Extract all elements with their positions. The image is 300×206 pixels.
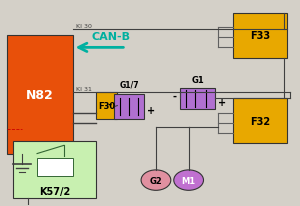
Text: N82: N82 [26,88,54,101]
Text: G2: G2 [150,176,162,185]
FancyBboxPatch shape [97,93,117,119]
Text: G1: G1 [191,76,204,85]
Text: CAN-B: CAN-B [92,32,131,42]
Text: F30: F30 [98,102,116,111]
Text: K57/2: K57/2 [39,187,70,197]
Text: KI 30: KI 30 [76,24,91,29]
Text: +: + [147,105,155,115]
FancyBboxPatch shape [13,142,97,199]
FancyBboxPatch shape [180,89,215,109]
FancyBboxPatch shape [7,36,73,154]
Circle shape [174,170,203,190]
FancyBboxPatch shape [37,158,73,176]
Circle shape [141,170,171,190]
Text: F33: F33 [250,31,270,41]
Text: -: - [107,99,111,109]
FancyBboxPatch shape [233,99,287,144]
Text: G1/7: G1/7 [119,80,139,89]
Text: M1: M1 [182,176,196,185]
Text: F32: F32 [250,116,270,126]
FancyBboxPatch shape [233,14,287,58]
Text: -: - [173,91,177,101]
FancyBboxPatch shape [114,95,144,119]
Text: KI 31: KI 31 [76,87,91,92]
Text: +: + [218,97,226,107]
